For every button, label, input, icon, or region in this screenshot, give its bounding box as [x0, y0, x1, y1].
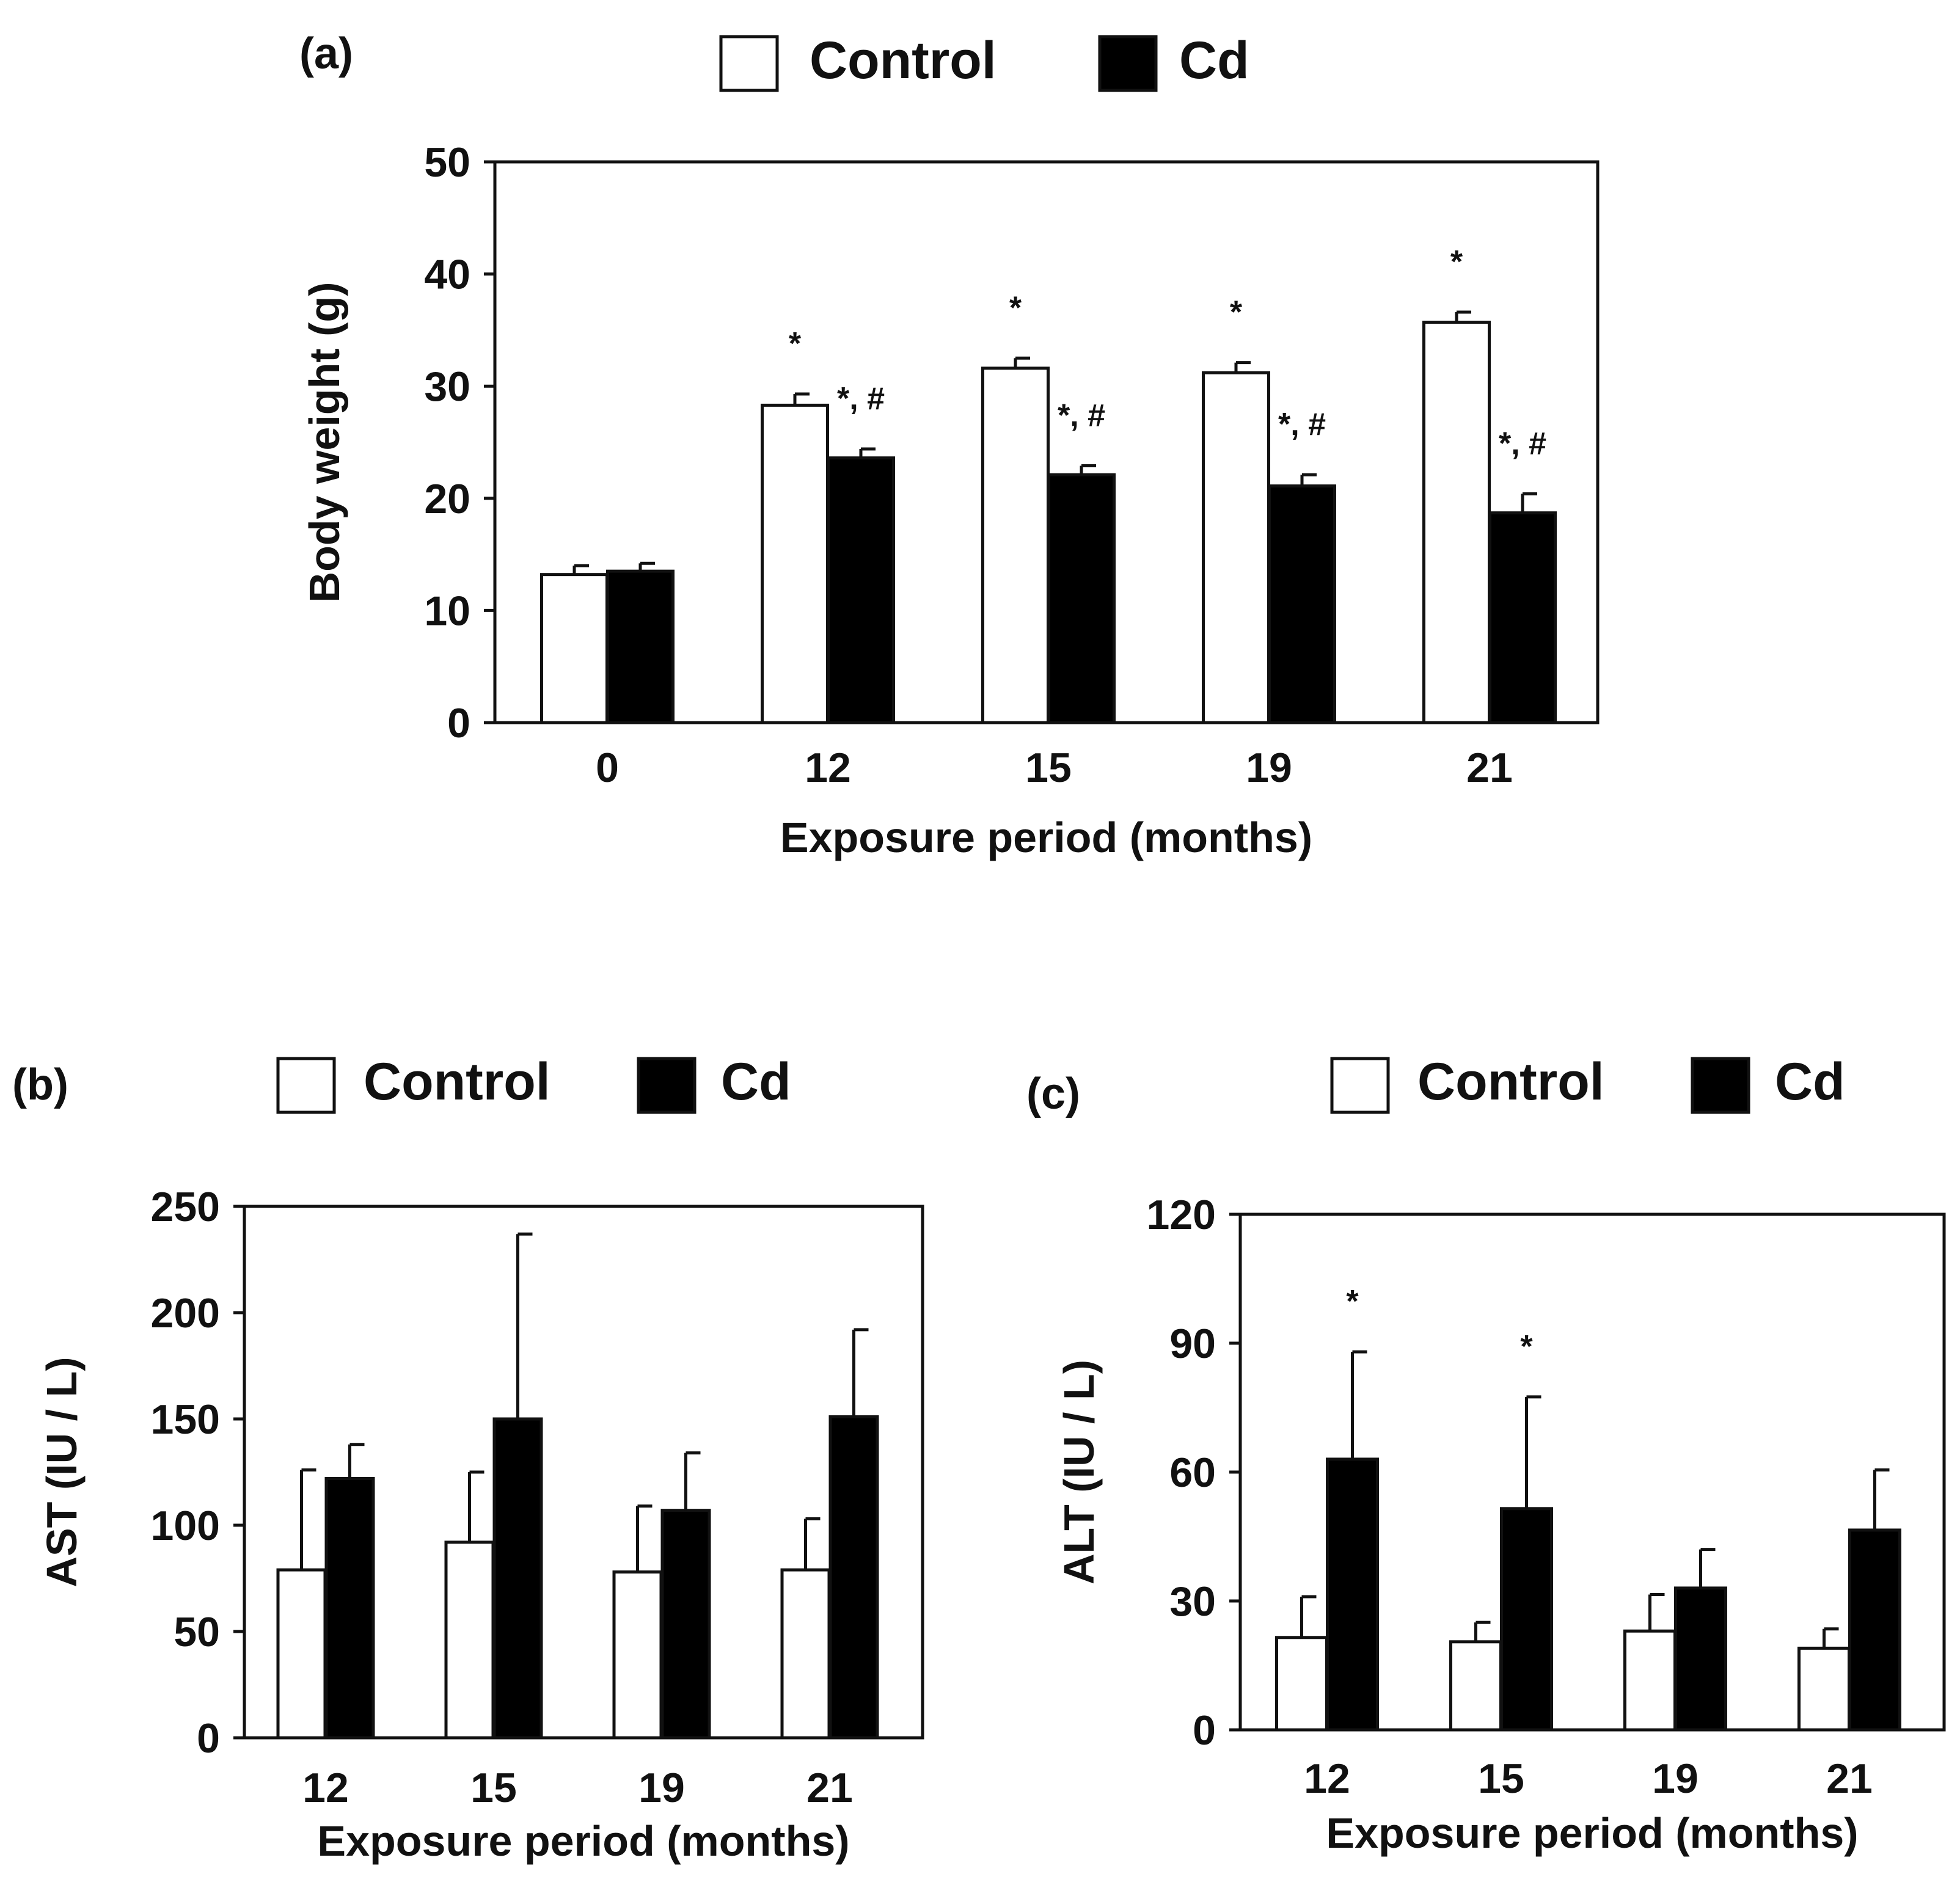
- significance-label-cd-15: *, #: [1058, 398, 1105, 434]
- bar-control-15: [1449, 1640, 1502, 1732]
- x-axis-label: Exposure period (months): [1326, 1809, 1858, 1857]
- bar-control-21: [1422, 321, 1491, 724]
- x-tick-label: 15: [1478, 1756, 1524, 1802]
- y-tick-label: 30: [1169, 1578, 1216, 1625]
- bar-cd-0: [606, 569, 675, 724]
- bar-control-12: [1275, 1636, 1328, 1732]
- significance-label-cd-19: *, #: [1278, 407, 1326, 442]
- x-tick-label: 12: [302, 1765, 349, 1811]
- y-tick-label: 10: [424, 588, 470, 634]
- bar-cd-21: [1488, 511, 1557, 724]
- plot-frame: [243, 1205, 924, 1740]
- x-tick-label: 19: [638, 1765, 685, 1811]
- bar-control-15: [444, 1540, 495, 1740]
- bar-control-19: [1623, 1629, 1677, 1732]
- y-axis-label: AST (IU / L): [38, 1357, 86, 1587]
- y-tick-label: 50: [174, 1609, 220, 1655]
- legend-label-control: Control: [810, 31, 996, 90]
- bar-cd-19: [1268, 484, 1336, 724]
- legend-label-cd: Cd: [1775, 1052, 1845, 1111]
- legend-swatch-control: [276, 1057, 336, 1114]
- bar-cd-19: [1674, 1586, 1727, 1732]
- bar-cd-12: [1326, 1457, 1379, 1732]
- legend-swatch-control: [1330, 1057, 1390, 1114]
- bar-control-21: [1797, 1646, 1851, 1732]
- bar-cd-15: [1500, 1507, 1553, 1732]
- bar-cd-15: [492, 1417, 543, 1740]
- y-tick-label: 0: [197, 1715, 220, 1762]
- legend-label-control: Control: [1417, 1052, 1604, 1111]
- significance-label-cd-12: *: [1346, 1284, 1359, 1319]
- legend-label-control: Control: [364, 1052, 550, 1111]
- panel-label: (c): [1026, 1070, 1080, 1118]
- x-tick-label: 15: [470, 1765, 517, 1811]
- significance-label-control-19: *: [1230, 295, 1243, 330]
- x-tick-label: 19: [1652, 1756, 1699, 1802]
- plot-frame: [493, 160, 1600, 724]
- x-tick-label: 19: [1246, 745, 1292, 791]
- x-tick-label: 21: [1826, 1756, 1873, 1802]
- bar-cd-21: [828, 1415, 879, 1740]
- significance-label-control-21: *: [1450, 244, 1463, 280]
- panel-label: (b): [12, 1060, 68, 1109]
- bar-control-21: [780, 1568, 831, 1740]
- bar-control-12: [761, 403, 829, 724]
- legend-swatch-control: [719, 35, 779, 92]
- bar-control-19: [612, 1570, 663, 1740]
- panel-label: (a): [299, 29, 353, 78]
- x-tick-label: 15: [1025, 745, 1072, 791]
- y-tick-label: 40: [424, 252, 470, 298]
- legend-label-cd: Cd: [721, 1052, 791, 1111]
- y-axis-label: Body weight (g): [301, 282, 348, 603]
- chart-panel-c: (c) Control Cd * 12 * 15 19 21 0 30 60 90 120 Exposure…: [1026, 1052, 1946, 1857]
- y-tick-label: 60: [1169, 1449, 1216, 1496]
- y-tick-label: 50: [424, 139, 470, 186]
- y-tick-label: 200: [151, 1290, 220, 1336]
- legend-swatch-cd: [1691, 1057, 1750, 1114]
- y-tick-label: 120: [1147, 1192, 1216, 1238]
- significance-label-cd-15: *: [1520, 1329, 1533, 1365]
- y-tick-label: 100: [151, 1503, 220, 1549]
- legend-label-cd: Cd: [1179, 31, 1249, 90]
- x-tick-label: 12: [805, 745, 851, 791]
- chart-panel-b: (b) Control Cd 12 15 19 21 0 50 100 150 200 250 Expos…: [12, 1052, 924, 1865]
- x-axis-label: Exposure period (months): [780, 814, 1312, 861]
- significance-label-control-12: *: [789, 326, 802, 362]
- legend-swatch-cd: [1098, 35, 1158, 92]
- y-tick-label: 150: [151, 1396, 220, 1443]
- bar-cd-12: [324, 1476, 375, 1740]
- bar-control-12: [276, 1568, 327, 1740]
- y-axis-label: ALT (IU / L): [1055, 1360, 1103, 1584]
- x-axis-label: Exposure period (months): [317, 1817, 849, 1865]
- bar-cd-21: [1848, 1528, 1901, 1732]
- bar-cd-19: [660, 1509, 711, 1740]
- bar-cd-12: [827, 456, 895, 724]
- significance-label-cd-12: *, #: [837, 381, 885, 417]
- chart-panel-a: (a) Control Cd 0 * *, # 12 * *, # 15 * *, # 19 * *, # 2…: [299, 29, 1600, 861]
- significance-label-control-15: *: [1009, 290, 1022, 326]
- x-tick-label: 21: [1466, 745, 1513, 791]
- y-tick-label: 0: [447, 700, 470, 746]
- bar-cd-15: [1047, 473, 1116, 724]
- x-tick-label: 0: [596, 745, 619, 791]
- y-tick-label: 90: [1169, 1321, 1216, 1367]
- x-tick-label: 21: [806, 1765, 853, 1811]
- bar-control-0: [540, 573, 609, 724]
- y-tick-label: 30: [424, 363, 470, 410]
- x-tick-label: 12: [1304, 1756, 1350, 1802]
- bar-control-15: [981, 366, 1050, 724]
- y-tick-label: 250: [151, 1184, 220, 1230]
- bar-control-19: [1202, 371, 1270, 724]
- y-tick-label: 0: [1193, 1707, 1216, 1754]
- y-tick-label: 20: [424, 476, 470, 522]
- significance-label-cd-21: *, #: [1499, 426, 1546, 461]
- legend-swatch-cd: [637, 1057, 697, 1114]
